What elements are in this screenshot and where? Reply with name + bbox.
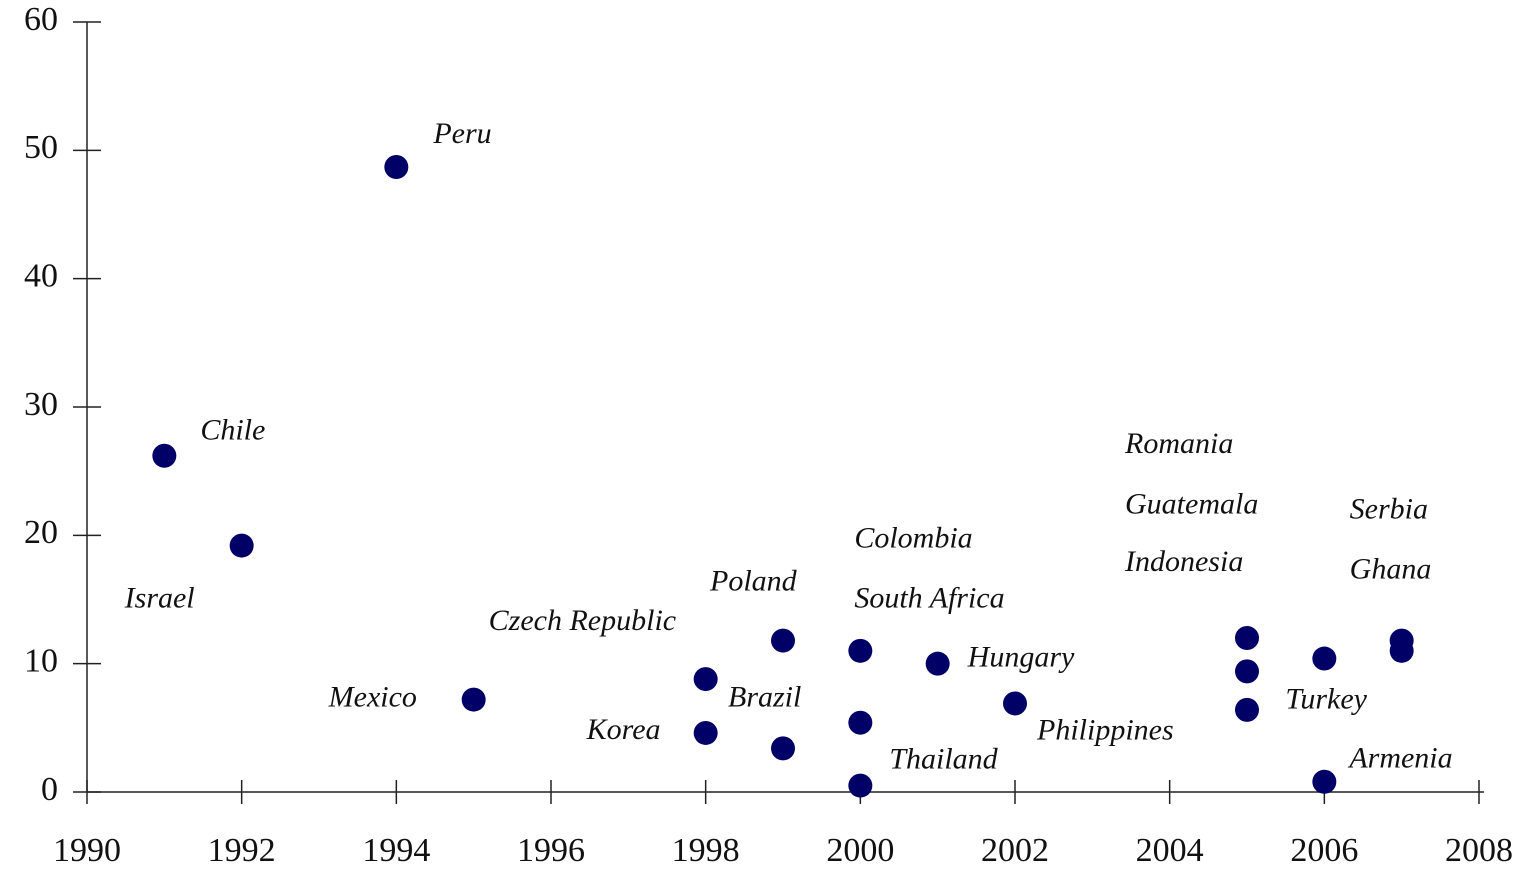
point-label: Poland <box>709 564 798 597</box>
point-label: Chile <box>200 414 265 447</box>
point-label: South Africa <box>854 582 1004 615</box>
y-tick-label: 50 <box>24 129 58 166</box>
point-label: Turkey <box>1285 682 1367 715</box>
point <box>384 155 409 180</box>
point <box>771 736 795 761</box>
point-label: Hungary <box>967 641 1075 674</box>
point-label: Peru <box>432 117 491 150</box>
point <box>1312 646 1337 671</box>
point-label: Czech Republic <box>489 604 676 637</box>
point <box>693 667 718 692</box>
point <box>152 443 177 468</box>
y-tick-label: 0 <box>41 771 58 808</box>
point-label: Korea <box>586 713 661 746</box>
point <box>229 533 254 558</box>
point-label: Serbia <box>1350 492 1428 525</box>
x-tick-label: 1990 <box>53 832 121 869</box>
point <box>1235 697 1259 722</box>
point <box>925 651 950 676</box>
point <box>1235 659 1259 684</box>
x-tick-label: 2004 <box>1136 832 1204 869</box>
y-tick-label: 10 <box>24 642 58 679</box>
point-label: Brazil <box>728 680 801 713</box>
point <box>1003 691 1027 716</box>
point-label: Romania <box>1124 427 1233 460</box>
point <box>1312 769 1337 794</box>
point-label: Mexico <box>328 680 417 713</box>
point <box>848 710 873 735</box>
point <box>1389 638 1414 663</box>
point-label: Thailand <box>889 742 998 775</box>
x-tick-label: 2006 <box>1290 832 1358 869</box>
point <box>693 720 718 745</box>
point <box>461 687 486 712</box>
point-label: Guatemala <box>1125 487 1258 520</box>
x-tick-label: 1996 <box>517 832 585 869</box>
point <box>1235 626 1259 650</box>
x-tick-label: 2002 <box>981 832 1049 869</box>
point <box>848 638 873 663</box>
point <box>771 628 795 653</box>
y-tick-label: 60 <box>24 1 58 38</box>
point-label: Armenia <box>1347 742 1452 775</box>
point <box>848 773 873 798</box>
point-label: Philippines <box>1036 713 1174 746</box>
x-tick-label: 1992 <box>208 832 276 869</box>
point-label: Indonesia <box>1124 545 1243 578</box>
point-label: Ghana <box>1350 553 1432 586</box>
y-tick-label: 40 <box>24 257 58 294</box>
x-tick-label: 1994 <box>362 832 430 869</box>
y-tick-label: 30 <box>24 386 58 423</box>
point-label: Israel <box>124 581 195 614</box>
x-tick-label: 2008 <box>1445 832 1513 869</box>
x-tick-label: 1998 <box>672 832 740 869</box>
point-label: Colombia <box>854 522 972 555</box>
y-tick-label: 20 <box>24 514 58 551</box>
x-tick-label: 2000 <box>826 832 894 869</box>
